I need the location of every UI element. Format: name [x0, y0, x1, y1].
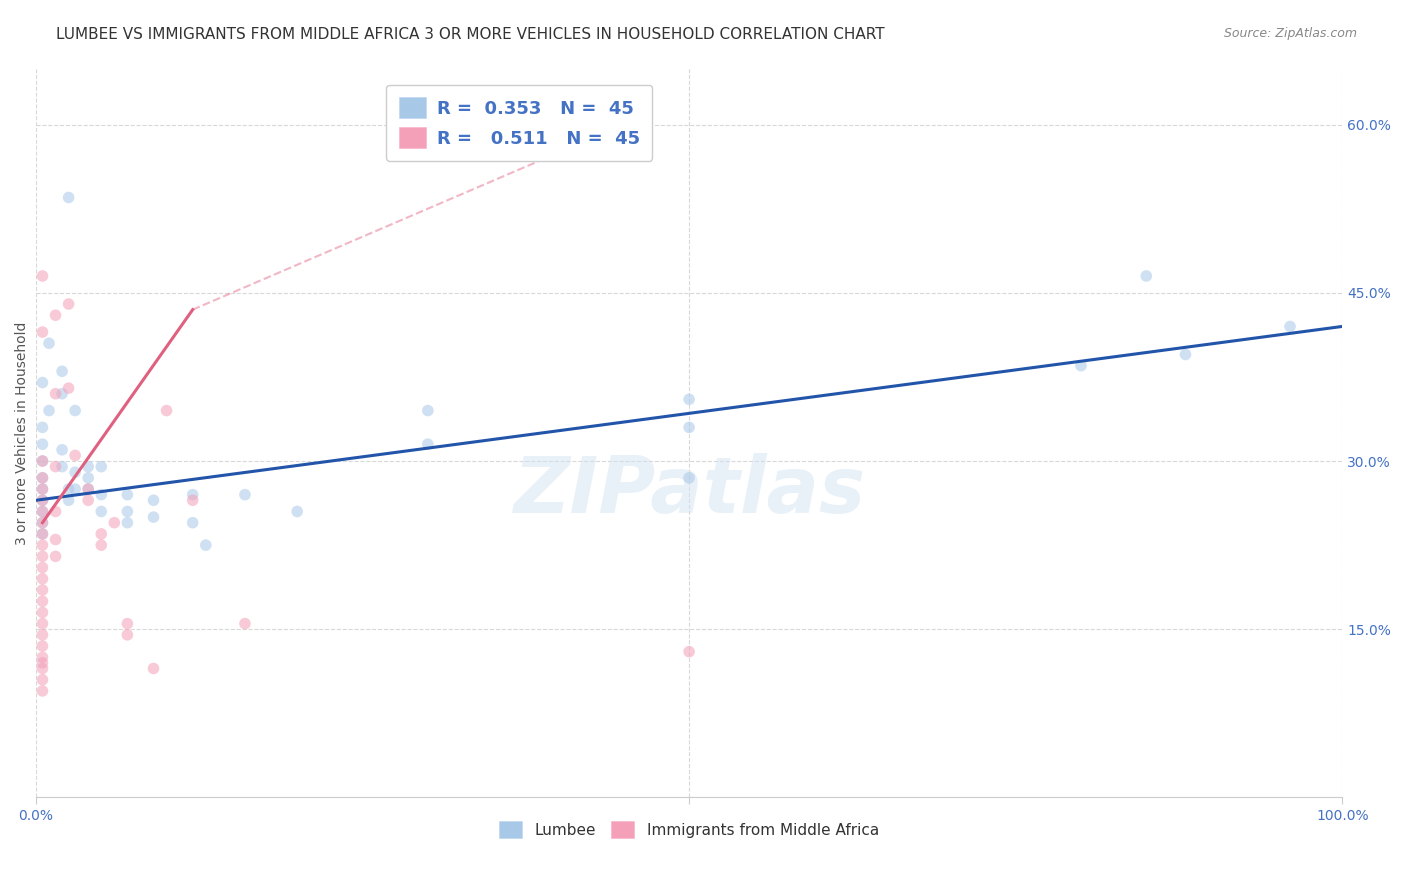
Point	[155, 403, 177, 417]
Point	[63, 465, 86, 479]
Point	[45, 459, 67, 474]
Text: LUMBEE VS IMMIGRANTS FROM MIDDLE AFRICA 3 OR MORE VEHICLES IN HOUSEHOLD CORRELAT: LUMBEE VS IMMIGRANTS FROM MIDDLE AFRICA …	[56, 27, 884, 42]
Point	[90, 504, 112, 518]
Point	[181, 493, 204, 508]
Point	[31, 454, 53, 468]
Point	[31, 493, 53, 508]
Point	[77, 471, 100, 485]
Point	[90, 459, 112, 474]
Point	[31, 594, 53, 608]
Point	[45, 549, 67, 564]
Point	[31, 639, 53, 653]
Point	[90, 488, 112, 502]
Point	[31, 420, 53, 434]
Point	[678, 645, 700, 659]
Point	[51, 459, 73, 474]
Point	[31, 527, 53, 541]
Point	[38, 336, 60, 351]
Point	[31, 661, 53, 675]
Point	[416, 403, 439, 417]
Point	[233, 488, 256, 502]
Point	[194, 538, 217, 552]
Point	[31, 560, 53, 574]
Point	[31, 471, 53, 485]
Point	[45, 504, 67, 518]
Point	[181, 516, 204, 530]
Point	[58, 297, 80, 311]
Point	[678, 392, 700, 407]
Point	[31, 628, 53, 642]
Point	[31, 582, 53, 597]
Point	[181, 488, 204, 502]
Text: Source: ZipAtlas.com: Source: ZipAtlas.com	[1223, 27, 1357, 40]
Point	[31, 673, 53, 687]
Point	[117, 616, 139, 631]
Point	[58, 493, 80, 508]
Point	[31, 606, 53, 620]
Point	[31, 527, 53, 541]
Point	[31, 684, 53, 698]
Point	[117, 504, 139, 518]
Point	[63, 449, 86, 463]
Point	[31, 516, 53, 530]
Point	[31, 471, 53, 485]
Point	[31, 572, 53, 586]
Point	[77, 493, 100, 508]
Point	[1279, 319, 1302, 334]
Point	[77, 482, 100, 496]
Point	[58, 482, 80, 496]
Point	[1174, 347, 1197, 361]
Point	[51, 442, 73, 457]
Point	[58, 381, 80, 395]
Point	[285, 504, 308, 518]
Point	[63, 403, 86, 417]
Point	[77, 482, 100, 496]
Point	[233, 616, 256, 631]
Point	[31, 376, 53, 390]
Y-axis label: 3 or more Vehicles in Household: 3 or more Vehicles in Household	[15, 321, 30, 545]
Point	[1070, 359, 1092, 373]
Point	[31, 325, 53, 339]
Point	[63, 482, 86, 496]
Point	[31, 504, 53, 518]
Point	[416, 437, 439, 451]
Point	[117, 488, 139, 502]
Text: ZIPatlas: ZIPatlas	[513, 453, 865, 529]
Point	[103, 516, 125, 530]
Point	[45, 386, 67, 401]
Point	[45, 533, 67, 547]
Point	[31, 656, 53, 670]
Point	[117, 628, 139, 642]
Point	[51, 386, 73, 401]
Point	[38, 403, 60, 417]
Point	[31, 516, 53, 530]
Point	[31, 268, 53, 283]
Point	[117, 516, 139, 530]
Point	[58, 190, 80, 204]
Point	[51, 364, 73, 378]
Point	[1135, 268, 1157, 283]
Point	[31, 549, 53, 564]
Point	[90, 527, 112, 541]
Legend: Lumbee, Immigrants from Middle Africa: Lumbee, Immigrants from Middle Africa	[494, 814, 884, 845]
Point	[31, 482, 53, 496]
Point	[31, 493, 53, 508]
Point	[678, 471, 700, 485]
Point	[142, 661, 165, 675]
Point	[45, 308, 67, 322]
Point	[678, 420, 700, 434]
Point	[31, 616, 53, 631]
Point	[142, 493, 165, 508]
Point	[142, 510, 165, 524]
Point	[31, 504, 53, 518]
Point	[31, 482, 53, 496]
Point	[31, 538, 53, 552]
Point	[31, 650, 53, 665]
Point	[90, 538, 112, 552]
Point	[31, 437, 53, 451]
Point	[77, 459, 100, 474]
Point	[31, 454, 53, 468]
